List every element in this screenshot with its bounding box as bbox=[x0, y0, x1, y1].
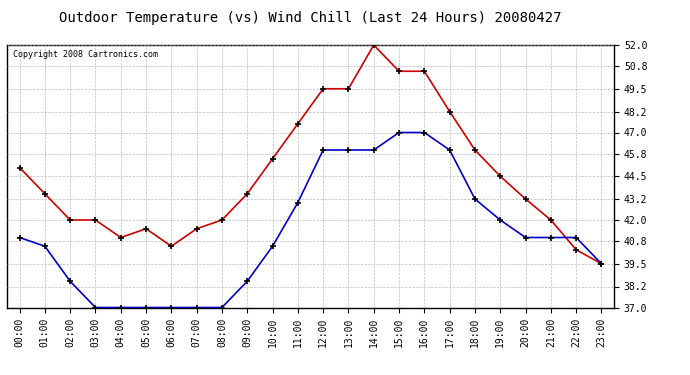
Text: Outdoor Temperature (vs) Wind Chill (Last 24 Hours) 20080427: Outdoor Temperature (vs) Wind Chill (Las… bbox=[59, 11, 562, 25]
Text: Copyright 2008 Cartronics.com: Copyright 2008 Cartronics.com bbox=[13, 50, 158, 59]
